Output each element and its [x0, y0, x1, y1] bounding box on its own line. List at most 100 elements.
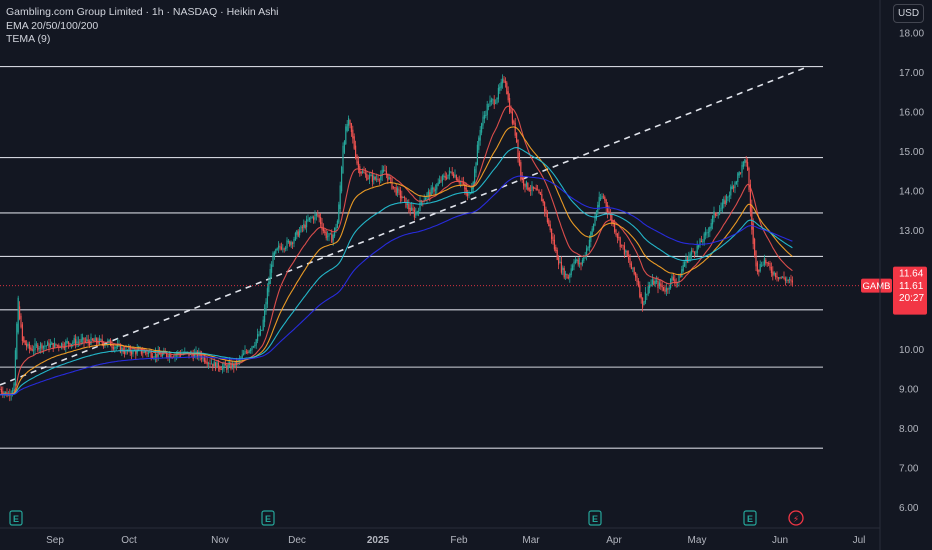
- candle-body: [307, 220, 308, 221]
- candle-body: [347, 124, 348, 131]
- candle-body: [146, 352, 147, 354]
- candle-body: [361, 172, 362, 173]
- candle-body: [635, 273, 636, 278]
- candle-body: [442, 175, 443, 181]
- candle-body: [370, 174, 371, 176]
- candle-body: [725, 200, 726, 204]
- candle-body: [555, 247, 556, 251]
- candle-body: [488, 106, 489, 107]
- candle-body: [642, 297, 643, 307]
- tema-indicator-label[interactable]: TEMA (9): [6, 33, 279, 47]
- candle-body: [624, 246, 625, 255]
- candle-body: [335, 227, 336, 230]
- candle-body: [760, 264, 761, 271]
- candle-body: [340, 185, 341, 209]
- candle-body: [716, 215, 717, 216]
- candle-body: [278, 246, 279, 249]
- candle-body: [659, 282, 660, 286]
- candle-body: [369, 175, 370, 179]
- candle-body: [67, 341, 68, 343]
- candle-body: [653, 281, 654, 285]
- candle-body: [261, 330, 262, 331]
- y-tick-label: 9.00: [899, 384, 919, 395]
- candle-body: [646, 294, 647, 295]
- candle-body: [537, 190, 538, 191]
- candle-body: [747, 162, 748, 170]
- candle-body: [620, 237, 621, 247]
- candle-body: [302, 227, 303, 228]
- candle-body: [162, 354, 163, 356]
- candle-body: [604, 197, 605, 201]
- candle-body: [701, 241, 702, 242]
- candle-body: [50, 344, 51, 347]
- candle-body: [513, 121, 514, 124]
- candle-body: [30, 348, 31, 350]
- candle-body: [247, 352, 248, 353]
- candle-body: [43, 346, 44, 349]
- candle-body: [251, 346, 252, 350]
- candle-body: [466, 188, 467, 195]
- candle-body: [212, 364, 213, 367]
- candle-body: [366, 174, 367, 180]
- candle-body: [396, 187, 397, 194]
- candle-body: [303, 224, 304, 228]
- candle-body: [272, 253, 273, 267]
- candle-body: [268, 281, 269, 292]
- candle-body: [379, 180, 380, 181]
- candle-body: [326, 232, 327, 238]
- y-tick-label: 8.00: [899, 424, 919, 435]
- candle-body: [156, 354, 157, 357]
- price-tags: 11.6411.6120:27: [893, 267, 927, 315]
- candle-body: [222, 366, 223, 370]
- candle-body: [204, 357, 205, 362]
- candle-body: [480, 130, 481, 141]
- candle-body: [313, 217, 314, 220]
- x-tick-label: Oct: [121, 535, 137, 546]
- candle-body: [55, 344, 56, 345]
- candle-body: [253, 346, 254, 347]
- symbol-title[interactable]: Gambling.com Group Limited · 1h · NASDAQ…: [6, 6, 279, 20]
- candle-body: [352, 130, 353, 139]
- x-tick-label: Sep: [46, 535, 64, 546]
- candle-body: [589, 240, 590, 248]
- candle-body: [550, 224, 551, 230]
- candle-body: [572, 265, 573, 270]
- ema-indicator-label[interactable]: EMA 20/50/100/200: [6, 20, 279, 34]
- candle-body: [564, 268, 565, 277]
- candle-body: [536, 188, 537, 190]
- candle-body: [398, 189, 399, 190]
- candle-body: [474, 169, 475, 184]
- candle-body: [663, 287, 664, 291]
- candle-body: [769, 263, 770, 268]
- currency-button[interactable]: USD: [893, 4, 924, 23]
- candle-body: [74, 338, 75, 343]
- candle-body: [692, 251, 693, 252]
- candle-body: [271, 265, 272, 273]
- candle-body: [376, 179, 377, 180]
- candle-body: [296, 230, 297, 234]
- candle-body: [414, 210, 415, 217]
- candle-body: [671, 276, 672, 281]
- candle-body: [214, 361, 215, 366]
- x-tick-label: Mar: [522, 535, 540, 546]
- candle-body: [256, 339, 257, 345]
- candle-body: [611, 215, 612, 223]
- candle-body: [208, 363, 209, 364]
- y-tick-label: 15.00: [899, 147, 924, 158]
- candle-body: [355, 146, 356, 159]
- candle-body: [121, 348, 122, 351]
- candle-body: [755, 251, 756, 266]
- candle-body: [1, 389, 2, 392]
- candle-body: [720, 208, 721, 212]
- candle-body: [691, 250, 692, 254]
- candle-body: [160, 354, 161, 357]
- candle-body: [785, 278, 786, 281]
- candle-body: [627, 251, 628, 257]
- candle-body: [649, 285, 650, 288]
- candle-body: [765, 260, 766, 263]
- candle-body: [468, 193, 469, 196]
- candle-body: [16, 324, 17, 359]
- candle-body: [155, 353, 156, 358]
- candle-body: [354, 136, 355, 148]
